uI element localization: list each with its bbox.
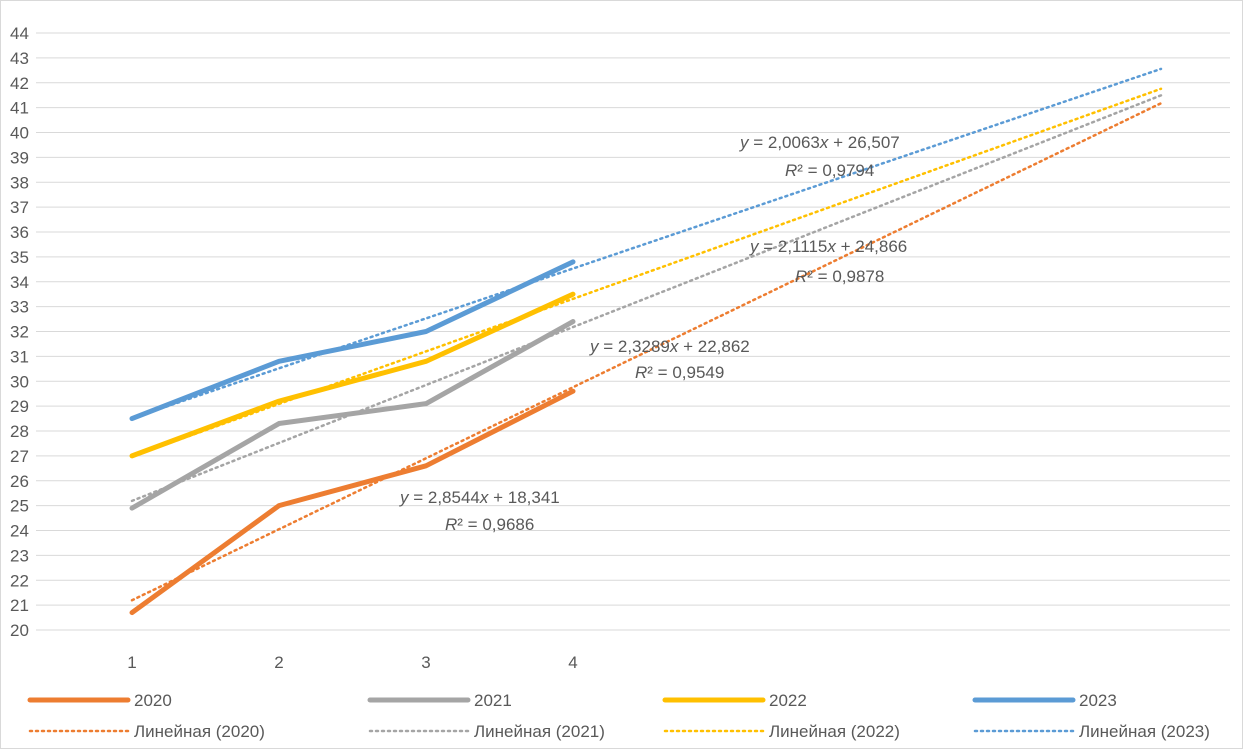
trendline-r2-2023: R² = 0,9794 — [785, 161, 874, 180]
legend-label-trend-2021: Линейная (2021) — [474, 722, 605, 741]
series-line-2023 — [129, 259, 576, 422]
y-tick-label: 40 — [10, 124, 29, 143]
x-tick-label: 4 — [568, 653, 577, 672]
legend-label-trend-2022: Линейная (2022) — [769, 722, 900, 741]
y-tick-label: 25 — [10, 497, 29, 516]
y-tick-label: 28 — [10, 422, 29, 441]
y-tick-label: 29 — [10, 397, 29, 416]
trendline-r2-2021: R² = 0,9549 — [635, 363, 724, 382]
trendline-equation-2020: y = 2,8544x + 18,341 — [399, 488, 560, 507]
y-tick-label: 44 — [10, 24, 29, 43]
legend-label-trend-2023: Линейная (2023) — [1079, 722, 1210, 741]
series-lines — [129, 259, 576, 616]
series-line-2021 — [129, 319, 576, 511]
legend-label-trend-2020: Линейная (2020) — [134, 722, 265, 741]
y-tick-label: 34 — [10, 273, 29, 292]
y-tick-label: 20 — [10, 621, 29, 640]
legend: 2020 Линейная (2020) 2021 Линейная (2021) 20… — [27, 691, 1210, 741]
y-tick-label: 24 — [10, 522, 29, 541]
y-tick-label: 36 — [10, 223, 29, 242]
y-tick-label: 26 — [10, 472, 29, 491]
trendline-equations: y = 2,8544x + 18,341 R² = 0,9686 y = 2,328… — [399, 133, 907, 534]
x-tick-label: 1 — [127, 653, 136, 672]
x-tick-label: 3 — [421, 653, 430, 672]
legend-label-2023: 2023 — [1079, 691, 1117, 710]
legend-label-2022: 2022 — [769, 691, 807, 710]
y-tick-label: 43 — [10, 49, 29, 68]
legend-label-2020: 2020 — [134, 691, 172, 710]
trendline-r2-2020: R² = 0,9686 — [445, 515, 534, 534]
y-tick-label: 21 — [10, 596, 29, 615]
series-line-2020 — [129, 388, 576, 616]
trendline-2020 — [130, 101, 1163, 602]
legend-label-2021: 2021 — [474, 691, 512, 710]
x-axis-tick-labels: 1 2 3 4 — [127, 653, 577, 672]
trendline-r2-2022: R² = 0,9878 — [795, 267, 884, 286]
y-tick-label: 38 — [10, 173, 29, 192]
y-tick-label: 31 — [10, 347, 29, 366]
y-tick-label: 22 — [10, 571, 29, 590]
trendline-2023 — [130, 67, 1163, 420]
y-tick-label: 39 — [10, 148, 29, 167]
y-tick-label: 23 — [10, 546, 29, 565]
y-tick-label: 27 — [10, 447, 29, 466]
y-tick-label: 42 — [10, 74, 29, 93]
y-tick-label: 32 — [10, 323, 29, 342]
y-tick-label: 41 — [10, 99, 29, 118]
gridlines — [36, 32, 1230, 631]
x-tick-label: 2 — [274, 653, 283, 672]
trendline-equation-2022: y = 2,1115x + 24,866 — [749, 237, 907, 256]
y-tick-label: 30 — [10, 372, 29, 391]
y-tick-label: 33 — [10, 298, 29, 317]
trendline-equation-2023: y = 2,0063x + 26,507 — [739, 133, 900, 152]
trendline-2021 — [130, 94, 1163, 503]
y-axis-tick-labels: 20 21 22 23 24 25 26 27 28 29 30 31 32 33 34 35 36 37 38 39… — [10, 24, 29, 640]
y-tick-label: 35 — [10, 248, 29, 267]
y-tick-label: 37 — [10, 198, 29, 217]
trendline-equation-2021: y = 2,3289x + 22,862 — [589, 337, 750, 356]
series-line-2022 — [129, 291, 576, 459]
